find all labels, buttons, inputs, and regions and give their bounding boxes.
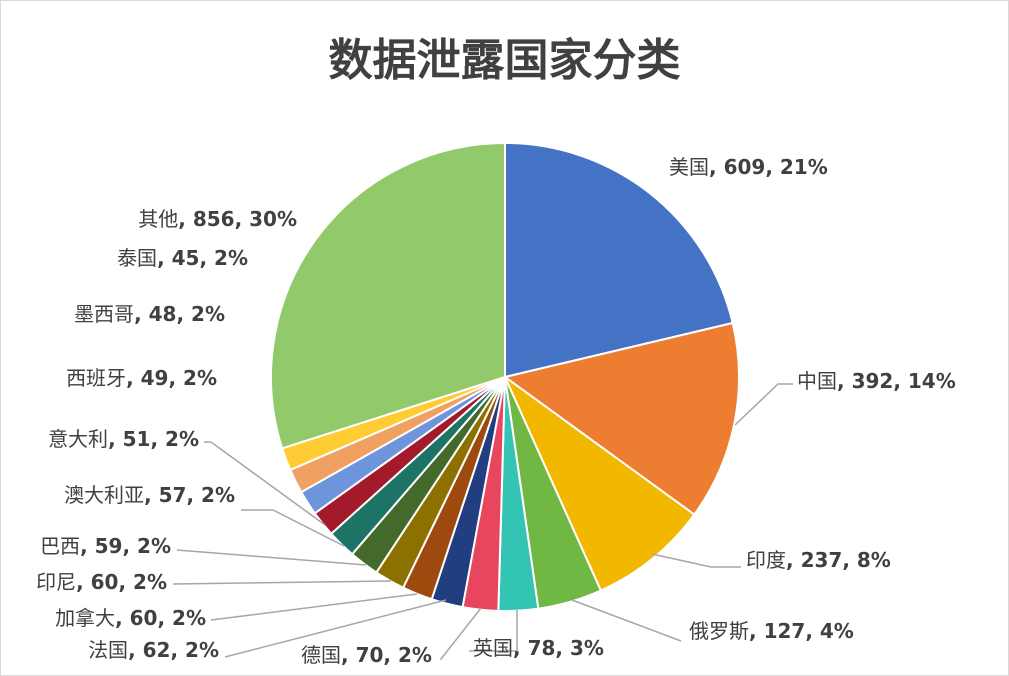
data-label-value: 45	[172, 246, 200, 270]
data-label-8: 加拿大, 60, 2%	[55, 606, 206, 630]
data-label-name: 泰国	[117, 246, 157, 270]
data-label-name: 中国	[797, 369, 837, 393]
leader-line-6	[439, 607, 482, 660]
data-label-1: 美国, 609, 21%	[669, 155, 828, 179]
data-label-14: 墨西哥, 48, 2%	[74, 302, 225, 326]
data-label-name: 印度	[746, 548, 786, 572]
data-label-name: 俄罗斯	[689, 619, 749, 643]
data-label-name: 意大利	[48, 427, 108, 451]
data-label-6: 德国, 70, 2%	[301, 643, 432, 667]
pie-slice-3	[502, 373, 696, 592]
data-label-16: 其他, 856, 30%	[138, 207, 297, 231]
data-label-12: 意大利, 51, 2%	[48, 427, 199, 451]
data-label-7: 法国, 62, 2%	[88, 638, 219, 662]
data-label-2: 中国, 392, 14%	[797, 369, 956, 393]
pie-slice-2	[502, 321, 740, 516]
data-label-3: 印度, 237, 8%	[746, 548, 891, 572]
chart-title: 数据泄露国家分类	[328, 35, 681, 86]
leader-line-11	[241, 509, 345, 547]
leader-line-10	[176, 549, 367, 566]
data-label-percent: 2%	[165, 427, 199, 451]
data-label-name: 英国	[473, 636, 513, 660]
data-label-percent: 2%	[214, 246, 248, 270]
leader-line-4	[571, 599, 682, 642]
leader-line-8	[210, 593, 418, 621]
leader-line-12	[204, 441, 326, 526]
data-label-name: 美国	[669, 155, 709, 179]
pie-slice-1	[504, 141, 734, 379]
data-label-percent: 2%	[137, 534, 171, 558]
data-label-percent: 4%	[820, 619, 854, 643]
data-label-4: 俄罗斯, 127, 4%	[689, 619, 854, 643]
data-label-value: 609	[724, 155, 766, 179]
data-label-percent: 2%	[201, 483, 235, 507]
data-label-value: 856	[193, 207, 235, 231]
data-label-9: 印尼, 60, 2%	[36, 570, 167, 594]
data-label-percent: 2%	[133, 570, 167, 594]
data-label-name: 加拿大	[55, 606, 115, 630]
data-label-value: 51	[123, 427, 151, 451]
data-label-value: 60	[91, 570, 119, 594]
data-label-5: 英国, 78, 3%	[473, 636, 604, 660]
data-label-value: 237	[801, 548, 843, 572]
data-label-name: 墨西哥	[74, 302, 134, 326]
data-label-percent: 2%	[185, 638, 219, 662]
data-label-name: 印尼	[36, 570, 76, 594]
leader-line-9	[172, 580, 392, 585]
data-label-13: 西班牙, 49, 2%	[66, 366, 217, 390]
data-label-percent: 2%	[172, 606, 206, 630]
data-label-value: 70	[356, 643, 384, 667]
data-label-10: 巴西, 59, 2%	[40, 534, 171, 558]
data-label-name: 西班牙	[66, 366, 126, 390]
data-label-value: 60	[130, 606, 158, 630]
data-label-percent: 14%	[908, 369, 956, 393]
leader-line-2	[734, 383, 793, 426]
leader-line-7	[224, 599, 447, 658]
data-label-name: 法国	[88, 638, 128, 662]
data-label-value: 78	[528, 636, 556, 660]
leader-line-5	[469, 610, 518, 652]
data-label-percent: 8%	[857, 548, 891, 572]
data-label-value: 62	[143, 638, 171, 662]
data-label-value: 49	[141, 366, 169, 390]
data-label-value: 392	[852, 369, 894, 393]
data-label-percent: 3%	[570, 636, 604, 660]
data-label-11: 澳大利亚, 57, 2%	[64, 483, 235, 507]
data-label-percent: 2%	[183, 366, 217, 390]
data-label-value: 57	[159, 483, 187, 507]
data-label-name: 巴西	[40, 534, 80, 558]
data-label-value: 59	[95, 534, 123, 558]
data-label-value: 127	[764, 619, 806, 643]
data-label-name: 其他	[138, 207, 178, 231]
data-label-percent: 2%	[191, 302, 225, 326]
leader-line-3	[651, 553, 741, 568]
data-label-name: 德国	[301, 643, 341, 667]
pie-slice-16	[270, 141, 506, 450]
data-label-percent: 30%	[249, 207, 297, 231]
data-label-value: 48	[149, 302, 177, 326]
data-label-percent: 21%	[780, 155, 828, 179]
data-label-name: 澳大利亚	[64, 483, 144, 507]
data-label-15: 泰国, 45, 2%	[117, 246, 248, 270]
data-label-percent: 2%	[398, 643, 432, 667]
